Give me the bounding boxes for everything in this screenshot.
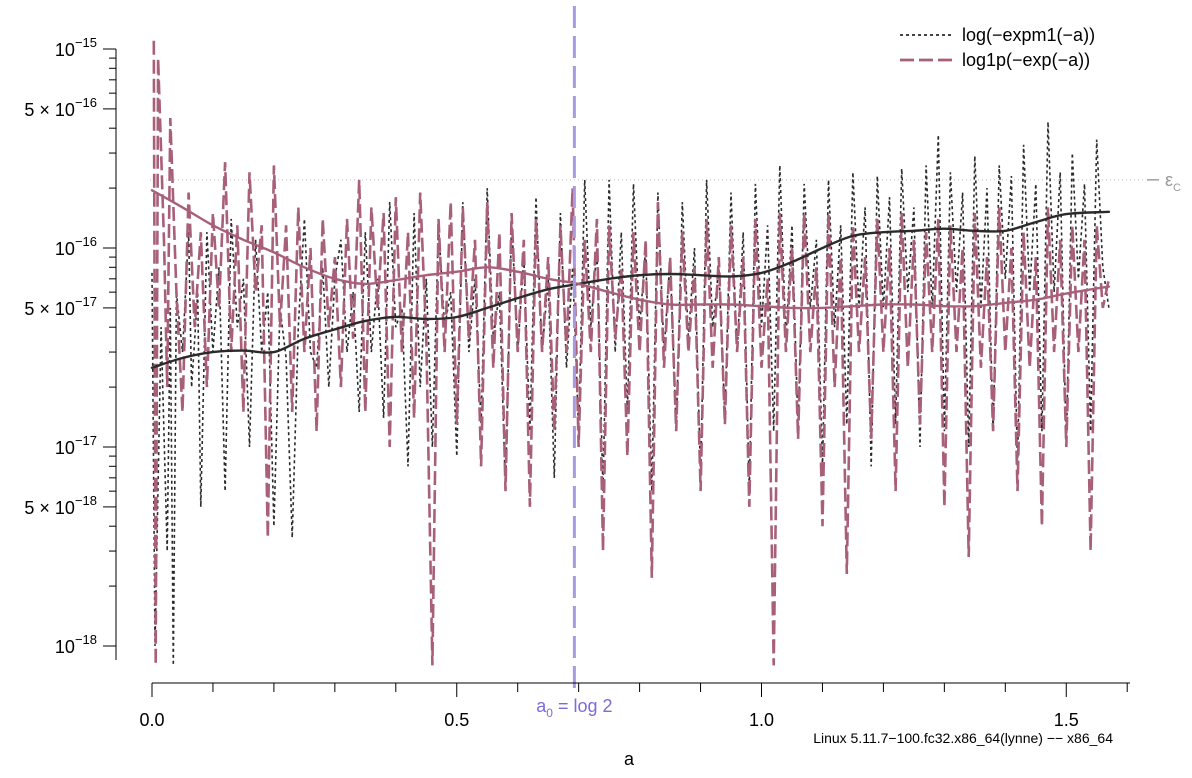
y-tick-label: 5 × 10−17 — [24, 294, 97, 319]
x-tick-label: 0.0 — [139, 710, 164, 730]
series-smooth-line-1 — [150, 210, 1111, 369]
x-tick-label: 1.5 — [1054, 710, 1079, 730]
series-group — [150, 40, 1111, 666]
x-axis-label: a — [624, 749, 635, 769]
series-smooth-line-2 — [150, 189, 1111, 310]
plot-area: εC a0 = log 2 — [150, 6, 1181, 720]
y-axis: 10−15 5 × 10−16 10−16 5 × 10−17 10−17 5 × 10−… — [24, 35, 117, 660]
y-tick-label: 10−16 — [55, 234, 97, 259]
x-tick-label: 0.5 — [444, 710, 469, 730]
y-tick-label: 10−15 — [55, 35, 97, 60]
legend-label-1: log(−expm1(−a)) — [962, 25, 1095, 45]
y-tick-label: 10−17 — [55, 433, 97, 458]
legend-label-2: log1p(−exp(−a)) — [962, 50, 1090, 70]
y-tick-label: 5 × 10−16 — [24, 95, 97, 120]
series-raw-line-2 — [152, 40, 1111, 666]
legend: log(−expm1(−a)) log1p(−exp(−a)) — [900, 25, 1095, 70]
x-tick-label: 1.0 — [749, 710, 774, 730]
x-axis: 0.0 0.5 1.0 1.5 — [139, 682, 1130, 730]
vline-label: a0 = log 2 — [536, 696, 612, 720]
footer-note: Linux 5.11.7−100.fc32.x86_64(lynne) −− x… — [813, 730, 1113, 746]
y-tick-label: 5 × 10−18 — [24, 493, 97, 518]
y-tick-label: 10−18 — [55, 632, 97, 657]
epsilon-label: εC — [1165, 170, 1181, 194]
